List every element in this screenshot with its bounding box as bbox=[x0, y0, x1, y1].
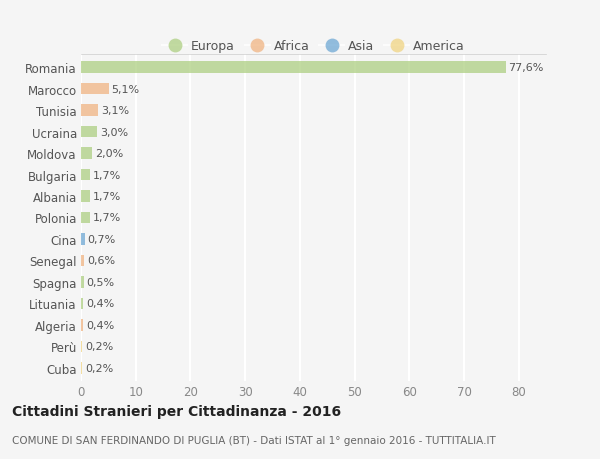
Text: 0,4%: 0,4% bbox=[86, 299, 114, 309]
Bar bbox=[81, 212, 90, 224]
Text: 1,7%: 1,7% bbox=[93, 191, 121, 202]
Text: 5,1%: 5,1% bbox=[112, 84, 140, 95]
Text: 0,6%: 0,6% bbox=[87, 256, 115, 266]
Text: 1,7%: 1,7% bbox=[93, 213, 121, 223]
Bar bbox=[81, 255, 84, 267]
Text: 0,2%: 0,2% bbox=[85, 341, 113, 352]
Text: 0,7%: 0,7% bbox=[88, 235, 116, 245]
Bar bbox=[81, 319, 83, 331]
Text: COMUNE DI SAN FERDINANDO DI PUGLIA (BT) - Dati ISTAT al 1° gennaio 2016 - TUTTIT: COMUNE DI SAN FERDINANDO DI PUGLIA (BT) … bbox=[12, 435, 496, 445]
Bar bbox=[81, 148, 92, 160]
Bar bbox=[81, 190, 90, 202]
Bar bbox=[81, 84, 109, 95]
Text: 0,2%: 0,2% bbox=[85, 363, 113, 373]
Bar bbox=[81, 169, 90, 181]
Text: 0,5%: 0,5% bbox=[86, 277, 115, 287]
Text: 77,6%: 77,6% bbox=[508, 63, 544, 73]
Text: 3,0%: 3,0% bbox=[100, 127, 128, 137]
Text: 2,0%: 2,0% bbox=[95, 149, 123, 159]
Text: 3,1%: 3,1% bbox=[101, 106, 129, 116]
Bar bbox=[81, 362, 82, 374]
Bar bbox=[81, 276, 84, 288]
Text: Cittadini Stranieri per Cittadinanza - 2016: Cittadini Stranieri per Cittadinanza - 2… bbox=[12, 404, 341, 419]
Bar bbox=[81, 298, 83, 310]
Bar bbox=[81, 341, 82, 353]
Bar bbox=[81, 234, 85, 246]
Legend: Europa, Africa, Asia, America: Europa, Africa, Asia, America bbox=[157, 35, 470, 58]
Text: 1,7%: 1,7% bbox=[93, 170, 121, 180]
Text: 0,4%: 0,4% bbox=[86, 320, 114, 330]
Bar bbox=[81, 126, 97, 138]
Bar bbox=[81, 62, 506, 74]
Bar bbox=[81, 105, 98, 117]
